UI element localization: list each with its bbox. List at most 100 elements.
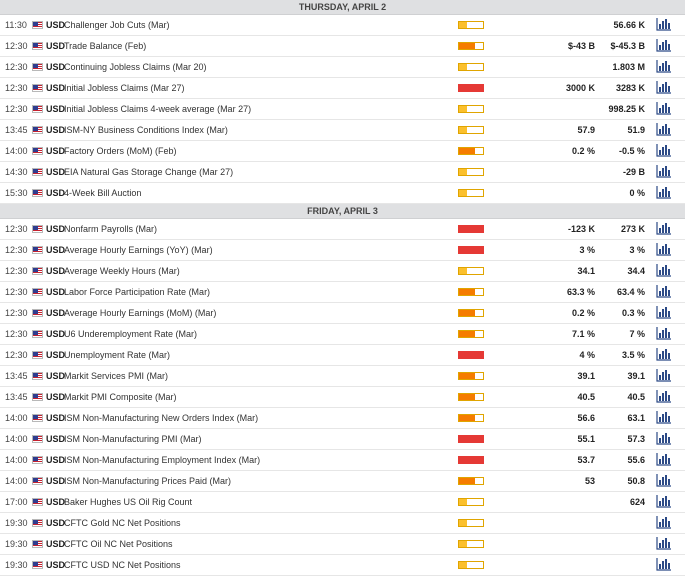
event-name[interactable]: Markit PMI Composite (Mar) (64, 392, 177, 402)
event-row[interactable]: 12:30 USD Trade Balance (Feb) $-43 B $-45.3 … (0, 36, 685, 57)
event-name[interactable]: Trade Balance (Feb) (64, 41, 147, 51)
event-row[interactable]: 12:30 USD Average Hourly Earnings (MoM) (M… (0, 303, 685, 324)
bar-chart-icon[interactable] (656, 102, 671, 115)
event-row[interactable]: 14:00 USD ISM Non-Manufacturing New Orders… (0, 408, 685, 429)
event-row[interactable]: 13:45 USD Markit PMI Composite (Mar) 40.5 40… (0, 387, 685, 408)
event-name[interactable]: Continuing Jobless Claims (Mar 20) (64, 62, 207, 72)
us-flag-icon (32, 246, 43, 254)
bar-chart-icon[interactable] (656, 390, 671, 403)
event-name[interactable]: Unemployment Rate (Mar) (64, 350, 171, 360)
bar-chart-icon[interactable] (656, 558, 671, 571)
event-row[interactable]: 19:30 USD CFTC Gold NC Net Positions (0, 513, 685, 534)
event-row[interactable]: 17:00 USD Baker Hughes US Oil Rig Count 624 (0, 492, 685, 513)
event-name[interactable]: Initial Jobless Claims (Mar 27) (64, 83, 185, 93)
bar-chart-icon[interactable] (656, 327, 671, 340)
event-name[interactable]: CFTC USD NC Net Positions (64, 560, 181, 570)
volatility-indicator (458, 168, 484, 176)
bar-chart-icon[interactable] (656, 186, 671, 199)
bar-chart-icon[interactable] (656, 453, 671, 466)
bar-chart-icon[interactable] (656, 369, 671, 382)
event-row[interactable]: 14:00 USD ISM Non-Manufacturing PMI (Mar) 5… (0, 429, 685, 450)
event-row[interactable]: 12:30 USD U6 Underemployment Rate (Mar) 7.1… (0, 324, 685, 345)
event-actual: 34.1 (577, 266, 595, 276)
event-row[interactable]: 14:00 USD ISM Non-Manufacturing Employment… (0, 450, 685, 471)
event-row[interactable]: 12:30 USD Average Weekly Hours (Mar) 34.1 34… (0, 261, 685, 282)
event-consensus: -29 B (622, 167, 645, 177)
event-name[interactable]: ISM Non-Manufacturing Prices Paid (Mar) (64, 476, 232, 486)
event-name[interactable]: Markit Services PMI (Mar) (64, 371, 169, 381)
volatility-indicator (458, 435, 484, 443)
event-row[interactable]: 11:30 USD Challenger Job Cuts (Mar) 56.66 K (0, 15, 685, 36)
event-time: 14:00 (5, 455, 28, 465)
event-name[interactable]: Factory Orders (MoM) (Feb) (64, 146, 177, 156)
bar-chart-icon[interactable] (656, 285, 671, 298)
bar-chart-icon[interactable] (656, 39, 671, 52)
event-actual: 57.9 (577, 125, 595, 135)
event-name[interactable]: Nonfarm Payrolls (Mar) (64, 224, 158, 234)
event-name[interactable]: Challenger Job Cuts (Mar) (64, 20, 170, 30)
event-row[interactable]: 13:45 USD Markit Services PMI (Mar) 39.1 39.… (0, 366, 685, 387)
event-actual: 55.1 (577, 434, 595, 444)
event-row[interactable]: 12:30 USD Initial Jobless Claims (Mar 27) 3… (0, 78, 685, 99)
bar-chart-icon[interactable] (656, 81, 671, 94)
bar-chart-icon[interactable] (656, 474, 671, 487)
event-name[interactable]: Average Hourly Earnings (MoM) (Mar) (64, 308, 217, 318)
event-row[interactable]: 12:30 USD Average Hourly Earnings (YoY) (M… (0, 240, 685, 261)
event-name[interactable]: ISM Non-Manufacturing New Orders Index (… (64, 413, 259, 423)
event-row[interactable]: 12:30 USD Labor Force Participation Rate (… (0, 282, 685, 303)
event-row[interactable]: 19:30 USD CFTC Oil NC Net Positions (0, 534, 685, 555)
event-name[interactable]: Average Hourly Earnings (YoY) (Mar) (64, 245, 213, 255)
event-name[interactable]: ISM Non-Manufacturing PMI (Mar) (64, 434, 202, 444)
event-name[interactable]: Average Weekly Hours (Mar) (64, 266, 180, 276)
event-name[interactable]: Labor Force Participation Rate (Mar) (64, 287, 211, 297)
event-row[interactable]: 14:00 USD ISM Non-Manufacturing Prices Pai… (0, 471, 685, 492)
event-row[interactable]: 14:30 USD EIA Natural Gas Storage Change (… (0, 162, 685, 183)
event-consensus: 40.5 (627, 392, 645, 402)
bar-chart-icon[interactable] (656, 348, 671, 361)
event-row[interactable]: 12:30 USD Unemployment Rate (Mar) 4 % 3.5 % (0, 345, 685, 366)
event-name[interactable]: ISM Non-Manufacturing Employment Index (… (64, 455, 261, 465)
event-consensus: 57.3 (627, 434, 645, 444)
volatility-indicator (458, 105, 484, 113)
bar-chart-icon[interactable] (656, 165, 671, 178)
event-row[interactable]: 12:30 USD Continuing Jobless Claims (Mar 2… (0, 57, 685, 78)
bar-chart-icon[interactable] (656, 222, 671, 235)
bar-chart-icon[interactable] (656, 123, 671, 136)
volatility-indicator (458, 414, 484, 422)
bar-chart-icon[interactable] (656, 60, 671, 73)
event-name[interactable]: U6 Underemployment Rate (Mar) (64, 329, 198, 339)
event-time: 14:00 (5, 413, 28, 423)
bar-chart-icon[interactable] (656, 243, 671, 256)
event-name[interactable]: Baker Hughes US Oil Rig Count (64, 497, 193, 507)
event-row[interactable]: 12:30 USD Nonfarm Payrolls (Mar) -123 K 273 … (0, 219, 685, 240)
event-currency: USD (46, 371, 66, 381)
event-time: 12:30 (5, 329, 28, 339)
bar-chart-icon[interactable] (656, 537, 671, 550)
event-time: 14:00 (5, 434, 28, 444)
event-row[interactable]: 15:30 USD 4-Week Bill Auction 0 % (0, 183, 685, 204)
bar-chart-icon[interactable] (656, 264, 671, 277)
event-name[interactable]: EIA Natural Gas Storage Change (Mar 27) (64, 167, 234, 177)
event-row[interactable]: 19:30 USD CFTC USD NC Net Positions (0, 555, 685, 576)
bar-chart-icon[interactable] (656, 306, 671, 319)
bar-chart-icon[interactable] (656, 432, 671, 445)
bar-chart-icon[interactable] (656, 144, 671, 157)
event-row[interactable]: 13:45 USD ISM-NY Business Conditions Index… (0, 120, 685, 141)
event-name[interactable]: CFTC Oil NC Net Positions (64, 539, 173, 549)
bar-chart-icon[interactable] (656, 411, 671, 424)
event-name[interactable]: ISM-NY Business Conditions Index (Mar) (64, 125, 228, 135)
event-row[interactable]: 12:30 USD Initial Jobless Claims 4-week av… (0, 99, 685, 120)
us-flag-icon (32, 456, 43, 464)
event-time: 12:30 (5, 350, 28, 360)
bar-chart-icon[interactable] (656, 495, 671, 508)
event-consensus: 56.66 K (613, 20, 645, 30)
event-name[interactable]: 4-Week Bill Auction (64, 188, 142, 198)
event-time: 14:30 (5, 167, 28, 177)
event-name[interactable]: Initial Jobless Claims 4-week average (M… (64, 104, 252, 114)
bar-chart-icon[interactable] (656, 516, 671, 529)
event-actual: 4 % (579, 350, 595, 360)
event-row[interactable]: 14:00 USD Factory Orders (MoM) (Feb) 0.2 % -… (0, 141, 685, 162)
event-name[interactable]: CFTC Gold NC Net Positions (64, 518, 181, 528)
bar-chart-icon[interactable] (656, 18, 671, 31)
event-time: 15:30 (5, 188, 28, 198)
